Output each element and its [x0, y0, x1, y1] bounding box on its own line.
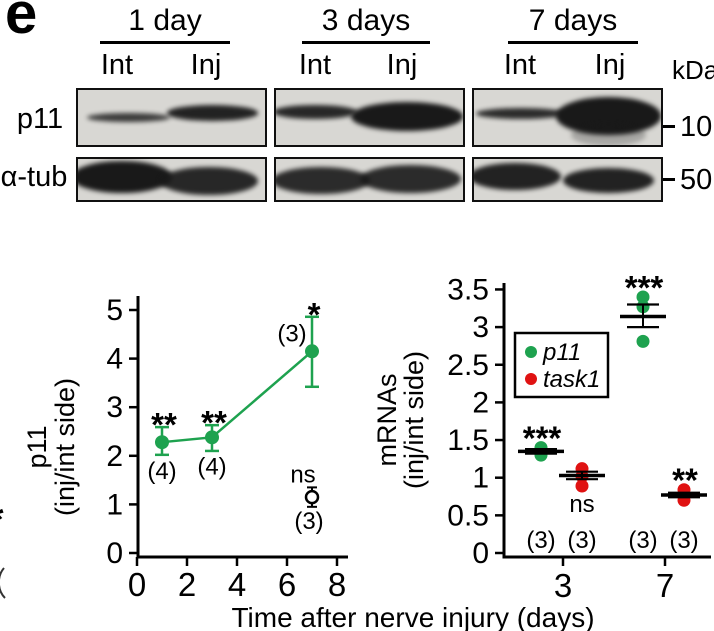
y-tick-label: 1 — [106, 488, 123, 521]
legend-dot-task1 — [525, 373, 537, 385]
control-point — [304, 489, 320, 505]
blot-band — [276, 104, 358, 120]
blot-band — [350, 102, 463, 131]
sig-label: ** — [672, 462, 698, 499]
lane-label-inj: Inj — [594, 49, 626, 81]
group-underline — [302, 41, 430, 44]
n-label: (3) — [277, 320, 306, 347]
n-label: (3) — [294, 508, 323, 535]
sig-label: ** — [201, 404, 227, 441]
lane-label-int: Int — [298, 49, 332, 81]
y-tick-label: 0 — [472, 537, 489, 570]
y-tick-label: 5 — [106, 294, 123, 327]
western-blot-atub-3days — [274, 157, 465, 202]
y-tick-label: 3 — [472, 311, 489, 344]
y-tick-label: 2.5 — [447, 349, 489, 382]
sig-label: ns — [290, 461, 315, 488]
group-underline — [100, 41, 230, 44]
y-tick-label: 2 — [472, 386, 489, 419]
y-tick-label: 1.5 — [447, 424, 489, 457]
western-blot-p11-3days — [274, 88, 465, 147]
n-label: (3) — [567, 527, 596, 554]
western-blot-atub-7days — [472, 157, 663, 202]
y-tick-label: 4 — [106, 343, 123, 376]
western-blot-atub-1day — [76, 157, 267, 202]
lane-label-int: Int — [100, 49, 134, 81]
blot-band — [276, 166, 370, 194]
sig-label: ** — [151, 406, 177, 443]
left-y-axis-label: (inj/int side) — [50, 378, 80, 516]
y-tick-label: 0 — [106, 537, 123, 570]
group-underline — [508, 41, 638, 44]
x-axis-label: Time after nerve injury (days) — [231, 602, 594, 631]
n-label: (3) — [669, 527, 698, 554]
data-point — [636, 334, 650, 348]
x-tick-label: 3 — [554, 567, 572, 604]
group-header-1day: 1 day — [128, 4, 202, 37]
x-tick-label: 2 — [178, 566, 196, 603]
mw-marker-10: 10 — [680, 111, 713, 143]
western-blot-p11-7days — [472, 88, 663, 147]
x-tick-label: 8 — [328, 566, 346, 603]
blot-band — [562, 167, 655, 194]
data-point — [575, 479, 589, 493]
mw-tick — [662, 125, 675, 128]
panel-label: e — [5, 0, 38, 46]
blot-band — [166, 105, 259, 121]
data-point — [155, 435, 169, 450]
legend-label-p11: p11 — [542, 339, 581, 366]
sig-label: ns — [569, 491, 594, 518]
kda-unit-label: kDa — [672, 55, 714, 85]
lane-label-inj: Inj — [190, 49, 222, 81]
blot-band — [360, 164, 462, 193]
right-y-axis-label: mRNAs — [372, 374, 402, 467]
lane-label-inj: Inj — [386, 49, 418, 81]
legend-label-task1: task1 — [543, 366, 600, 393]
sig-label: *** — [523, 420, 562, 457]
edge-clipped-asterisk: * — [0, 498, 4, 542]
x-tick-label: 6 — [278, 566, 296, 603]
data-point — [636, 290, 650, 304]
lane-label-int: Int — [503, 49, 537, 81]
right-y-axis-label: (inj/int side) — [399, 351, 429, 489]
blot-band — [556, 97, 661, 135]
x-tick-label: 7 — [656, 567, 674, 604]
y-tick-label: 3.5 — [447, 273, 489, 306]
n-label: (4) — [197, 453, 226, 480]
x-tick-label: 0 — [128, 566, 146, 603]
blot-band — [87, 112, 170, 123]
blot-row-label-p11: p11 — [16, 103, 64, 135]
edge-clipped-curve — [0, 567, 6, 599]
western-blot-p11-1day — [76, 88, 267, 147]
blot-band — [160, 167, 258, 196]
n-label: (3) — [628, 527, 657, 554]
mw-tick — [662, 178, 675, 181]
legend-dot-p11 — [525, 346, 537, 358]
n-label: (3) — [526, 527, 555, 554]
sig-label: * — [308, 296, 321, 333]
y-tick-label: 0.5 — [447, 499, 489, 532]
n-label: (4) — [147, 458, 176, 485]
legend-box — [513, 331, 610, 399]
blot-band — [475, 108, 566, 120]
right-plot-axes — [502, 283, 711, 559]
series-line — [161, 350, 313, 444]
x-tick-label: 4 — [228, 566, 246, 603]
group-header-7days: 7 days — [528, 4, 618, 37]
blot-row-label-atub: α-tub — [0, 161, 68, 193]
left-y-axis-label: p11 — [22, 425, 52, 468]
group-header-3days: 3 days — [321, 4, 411, 37]
blot-band — [571, 124, 647, 145]
blot-band — [78, 161, 172, 193]
y-tick-label: 1 — [472, 462, 489, 495]
y-tick-label: 3 — [106, 391, 123, 424]
blot-band — [474, 162, 561, 190]
sig-label: *** — [625, 269, 664, 306]
y-tick-label: 2 — [106, 440, 123, 473]
data-point — [305, 344, 319, 359]
data-point — [205, 430, 219, 445]
mw-marker-50: 50 — [680, 164, 713, 196]
